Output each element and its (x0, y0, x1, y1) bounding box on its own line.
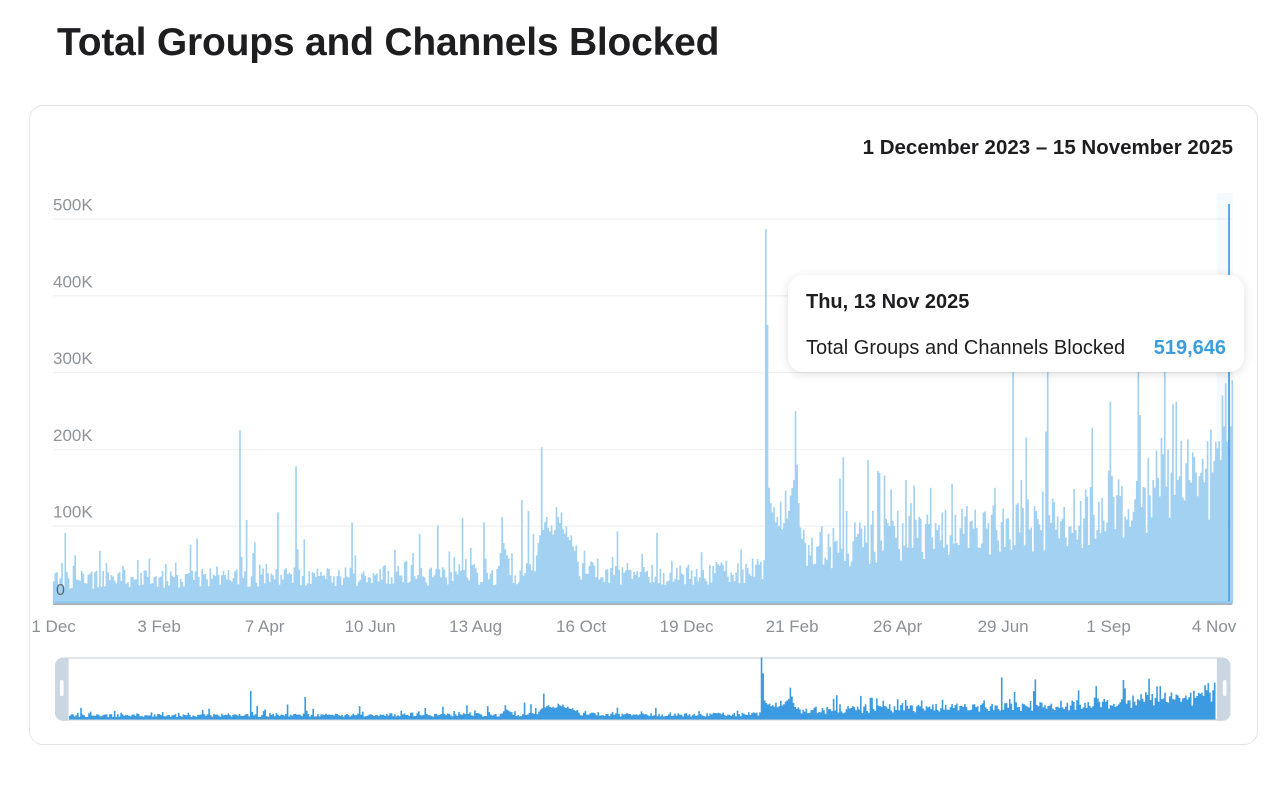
svg-text:3 Feb: 3 Feb (137, 617, 180, 636)
svg-text:29 Jun: 29 Jun (978, 617, 1029, 636)
svg-text:1 Dec: 1 Dec (31, 617, 76, 636)
svg-text:16 Oct: 16 Oct (556, 617, 606, 636)
svg-text:1 Sep: 1 Sep (1086, 617, 1130, 636)
svg-text:300K: 300K (53, 349, 93, 368)
svg-text:4 Nov: 4 Nov (1192, 617, 1237, 636)
svg-text:500K: 500K (53, 196, 93, 215)
svg-text:200K: 200K (53, 426, 93, 445)
svg-text:100K: 100K (53, 503, 93, 522)
svg-text:13 Aug: 13 Aug (449, 617, 502, 636)
svg-text:7 Apr: 7 Apr (245, 617, 285, 636)
svg-text:26 Apr: 26 Apr (873, 617, 922, 636)
svg-text:19 Dec: 19 Dec (660, 617, 714, 636)
svg-text:21 Feb: 21 Feb (766, 617, 819, 636)
svg-text:10 Jun: 10 Jun (345, 617, 396, 636)
svg-text:0: 0 (56, 582, 65, 599)
svg-text:400K: 400K (53, 272, 93, 291)
